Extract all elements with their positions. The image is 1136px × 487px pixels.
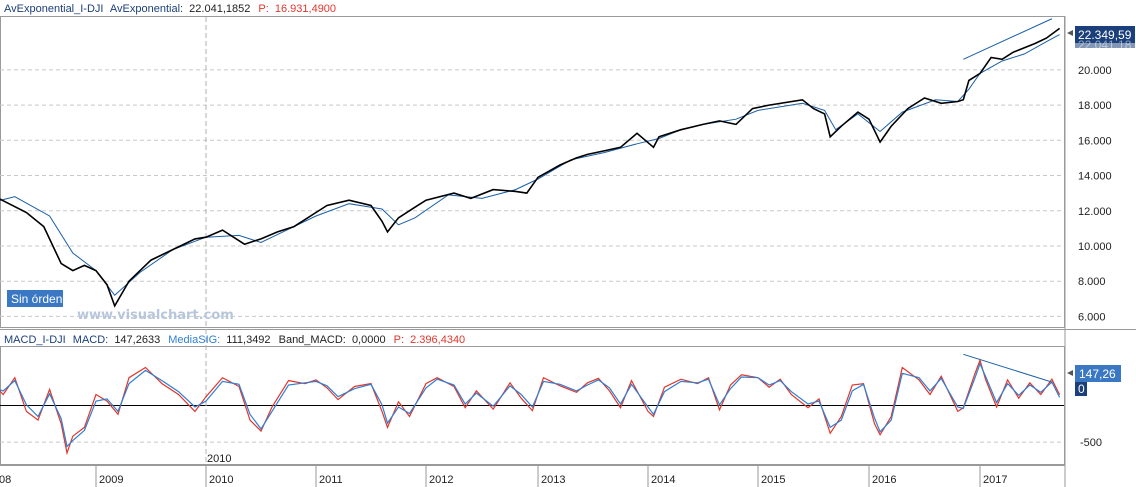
- price-header: AvExponential_I-DJI AvExponential: 22.04…: [4, 3, 336, 15]
- price-tick-label: 16.000: [1078, 135, 1112, 147]
- time-tick-label: 2009: [99, 474, 123, 486]
- price-tick-label: 12.000: [1078, 206, 1112, 218]
- time-tick-label: 2017: [983, 474, 1007, 486]
- macd-header-p-label: P:: [394, 334, 404, 346]
- price-header-name: AvExponential_I-DJI: [4, 3, 103, 15]
- price-panel[interactable]: [0, 16, 1065, 328]
- price-tick-label: 14.000: [1078, 171, 1112, 183]
- price-tick-label: 20.000: [1078, 65, 1112, 77]
- no-orders-label: Sin órdenes: [7, 290, 75, 307]
- macd-header-sig-value: 111,3492: [226, 334, 270, 346]
- price-header-p-label: P:: [258, 3, 268, 15]
- price-header-p-value: 16.931,4900: [275, 3, 336, 15]
- macd-y-axis[interactable]: -500: [1080, 437, 1102, 449]
- price-header-ind-label: AvExponential:: [110, 3, 183, 15]
- macd-series: [0, 353, 1073, 456]
- last-price-badge: 22.349,59 22.041,18: [1075, 26, 1135, 52]
- price-tick-label: 6.000: [1078, 311, 1106, 323]
- time-axis[interactable]: 08 2009 2010 2011 2012 2013 2014 2015 2016 2017: [0, 466, 1007, 487]
- watermark: www.visualchart.com: [77, 308, 234, 323]
- time-tick-label: 2010: [209, 474, 233, 486]
- macd-value-badge-text: 147,26: [1079, 367, 1116, 381]
- price-y-axis[interactable]: 6.000 8.000 10.000 12.000 14.000 16.000 18.000…: [1078, 65, 1112, 324]
- price-series: [0, 18, 1073, 308]
- price-tick-label: 8.000: [1078, 276, 1106, 288]
- last-price-badge-under: 22.041,18: [1078, 38, 1132, 52]
- time-tick-label: 2015: [761, 474, 785, 486]
- time-tick-label: 2011: [319, 474, 343, 486]
- price-tick-label: 10.000: [1078, 241, 1112, 253]
- macd-value-marker: [1067, 370, 1073, 376]
- last-price-marker: [1067, 30, 1073, 36]
- macd-header-name: MACD_I-DJI: [4, 334, 66, 346]
- macd-value-badge: 147,26: [1075, 365, 1121, 382]
- macd-zero-badge: 0: [1075, 382, 1087, 396]
- time-tick-label: 2014: [651, 474, 675, 486]
- macd-line: [0, 358, 1061, 456]
- macd-header-sig-label: MediaSIG:: [168, 334, 220, 346]
- signal-line: [0, 362, 1061, 448]
- price-tick-label: 18.000: [1078, 100, 1112, 112]
- price-line: [0, 27, 1061, 308]
- macd-header-macd-value: 147,2633: [114, 334, 160, 346]
- macd-header: MACD_I-DJI MACD: 147,2633 MediaSIG: 111,…: [4, 334, 465, 346]
- macd-header-p-value: 2.396,4340: [410, 334, 465, 346]
- last-price-badge-text: 22.349,59: [1078, 28, 1132, 42]
- time-tick-label: 08: [0, 474, 11, 486]
- macd-zero-badge-text: 0: [1078, 382, 1085, 396]
- macd-trendline[interactable]: [963, 353, 1053, 383]
- macd-header-band-value: 0,0000: [352, 334, 386, 346]
- price-trendline[interactable]: [963, 18, 1053, 60]
- no-orders-text: Sin órdenes: [11, 292, 75, 306]
- price-header-ind-value: 22.041,1852: [189, 3, 250, 15]
- macd-header-band-label: Band_MACD:: [279, 334, 346, 346]
- time-tick-label: 2016: [872, 474, 896, 486]
- macd-grid: [0, 405, 1064, 443]
- macd-tick-label: -500: [1080, 437, 1102, 449]
- macd-header-macd-label: MACD:: [73, 334, 108, 346]
- time-tick-label: 2012: [429, 474, 453, 486]
- time-tick-label: 2013: [541, 474, 565, 486]
- macd-bar-label: 2010: [207, 453, 231, 465]
- price-grid: [0, 69, 1064, 317]
